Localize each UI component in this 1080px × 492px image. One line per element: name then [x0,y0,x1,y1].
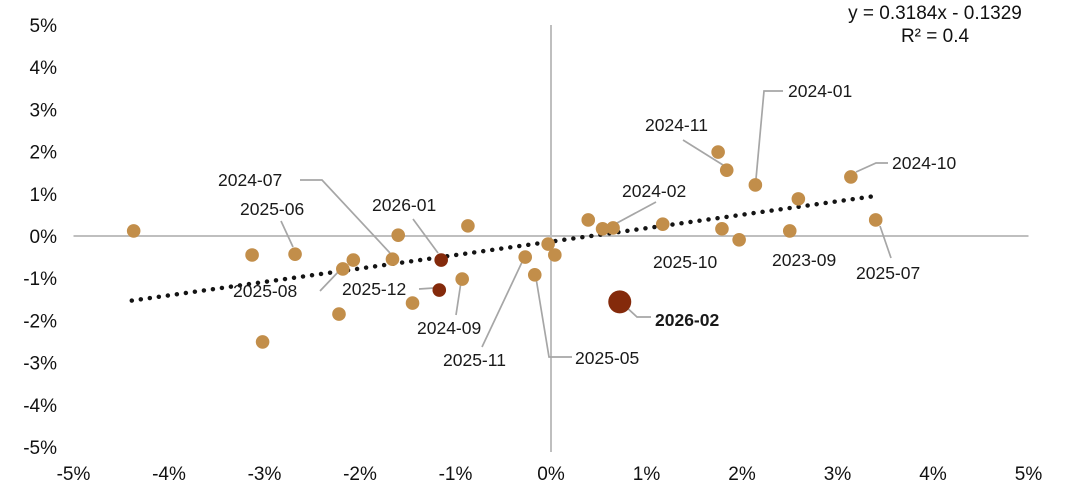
data-point [595,222,610,236]
trendline-equation: y = 0.3184x - 0.1329 R² = 0.4 [830,2,1040,48]
point-label: 2024-07 [218,170,282,190]
data-point [791,192,806,206]
data-point [715,222,729,236]
data-point [385,252,400,267]
label-leader-line [616,201,657,224]
y-axis-tick-label: -5% [23,438,57,459]
point-label: 2025-06 [240,199,304,219]
label-leader-line [481,259,524,348]
label-leader-line [455,281,462,316]
x-axis-tick-label: -4% [152,464,186,485]
data-point [455,272,469,286]
label-leader-line [300,179,391,254]
point-label: 2024-02 [622,181,686,201]
data-point [782,224,797,238]
y-axis-tick-label: 3% [30,100,58,121]
x-axis-tick-label: 3% [824,464,852,485]
data-point [288,247,302,261]
y-axis-tick-label: -3% [23,354,57,375]
data-point [608,290,632,314]
point-label: 2024-10 [892,153,956,173]
data-point [126,224,141,238]
y-axis-tick-label: -2% [23,311,57,332]
data-point [748,178,763,192]
data-point [518,250,533,264]
label-leader-line [280,220,294,248]
label-leader-line [535,277,572,358]
data-point [541,237,555,251]
trendline-equation-formula: y = 0.3184x - 0.1329 [848,3,1022,24]
data-point [606,221,620,235]
data-point [255,335,270,349]
x-axis-tick-label: 0% [537,464,565,485]
y-axis-tick-label: -4% [23,396,57,417]
data-point [548,248,562,262]
point-label: 2024-09 [417,318,481,338]
point-label: 2025-11 [443,350,506,370]
label-leader-line [879,225,892,259]
data-point [432,283,447,297]
x-axis-tick-label: -5% [57,464,91,485]
y-axis-tick-label: -1% [23,269,57,290]
label-leader-line [418,287,435,290]
point-label: 2024-01 [788,81,852,101]
data-point [655,217,670,231]
point-label: 2025-08 [233,281,297,301]
data-point [868,213,883,227]
x-axis-tick-label: 5% [1015,464,1043,485]
point-label: 2023-09 [772,250,836,270]
y-axis-tick-label: 2% [30,143,58,164]
point-label: 2024-11 [645,115,708,135]
point-label: 2025-05 [575,348,639,368]
trendline-dotted [129,193,879,303]
data-point [336,262,350,276]
data-point [346,253,361,267]
y-axis-tick-label: 1% [30,185,58,206]
point-label: 2026-02 [655,310,719,330]
x-axis-tick-label: -2% [343,464,377,485]
y-axis-tick-label: 0% [30,227,58,248]
data-point [711,145,725,159]
data-point [844,170,858,184]
data-point [732,232,746,247]
point-label: 2025-07 [856,263,920,283]
data-point [405,296,420,310]
label-leader-line [412,218,439,254]
data-point [391,228,406,242]
data-point [332,307,346,321]
y-axis-tick-label: 4% [30,58,58,79]
x-axis-tick-label: 4% [919,464,947,485]
data-point [461,219,475,233]
label-leader-line [682,139,724,166]
y-axis-tick-label: 5% [30,16,58,37]
label-leader-line [319,269,341,292]
data-point [581,213,596,227]
data-point [245,248,259,262]
point-label: 2026-01 [372,195,436,215]
x-axis-tick-label: -1% [439,464,473,485]
data-point [527,268,542,282]
trendline-equation-r2: R² = 0.4 [900,26,970,47]
point-label: 2025-12 [342,279,406,299]
x-axis-tick-label: 1% [633,464,661,485]
x-axis-tick-label: -3% [248,464,282,485]
label-leader-line [855,162,888,173]
point-label: 2025-10 [653,252,717,272]
data-point [719,163,734,177]
label-leader-line [755,90,783,180]
data-point [434,253,448,267]
x-axis-tick-label: 2% [728,464,756,485]
